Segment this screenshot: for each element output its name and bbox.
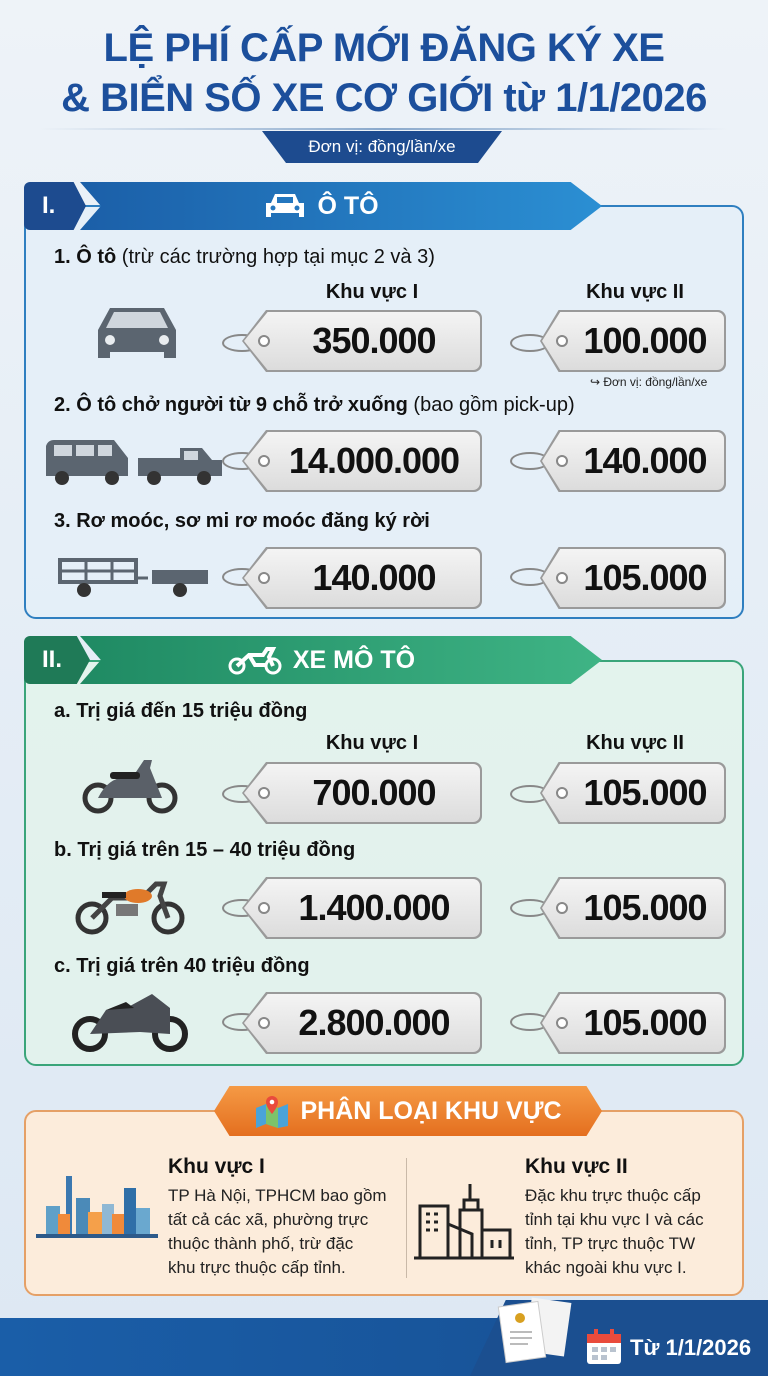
- region-2-label: Khu vực II: [586, 281, 684, 303]
- region-2-label-moto: Khu vực II: [586, 732, 684, 754]
- section-moto-header: XE MÔ TÔ: [80, 636, 602, 684]
- section-car-title: Ô TÔ: [317, 191, 379, 220]
- price-tag-moto-b-r2: 105.000: [540, 877, 726, 939]
- map-pin-icon: [256, 1096, 289, 1128]
- section-moto-title: XE MÔ TÔ: [292, 645, 416, 674]
- documents-icon: [497, 1297, 572, 1364]
- region-classification-panel: [24, 1110, 744, 1296]
- car-item-3-title: 3. Rơ moóc, sơ mi rơ moóc đăng ký rời: [54, 510, 430, 532]
- region-2-heading: Khu vực II: [525, 1155, 628, 1178]
- region-classification-header: PHÂN LOẠI KHU VỰC: [214, 1086, 602, 1136]
- price-tag-trailer-r2: 105.000: [540, 547, 726, 609]
- calendar-icon: [587, 1329, 621, 1364]
- column-divider: [406, 1158, 407, 1278]
- price-tag-trailer-r1: 140.000: [242, 547, 482, 609]
- price-tag-car-r1: 350.000: [242, 310, 482, 372]
- price-tag-van-r2: 140.000: [540, 430, 726, 492]
- car-icon: [266, 194, 305, 217]
- moto-item-a-title: a. Trị giá đến 15 triệu đồng: [54, 700, 308, 722]
- scooter-icon: [82, 760, 178, 814]
- moto-item-c-title: c. Trị giá trên 40 triệu đồng: [54, 955, 310, 977]
- region-2-description: Đặc khu trực thuộc cấp tỉnh tại khu vực I…: [525, 1186, 704, 1277]
- region-1-description: TP Hà Nội, TPHCM bao gồm tất cả các xã, p…: [168, 1186, 387, 1277]
- car-item-1-title: 1. Ô tô (trừ các trường hợp tại mục 2 và…: [54, 246, 435, 268]
- section-moto-number: II.: [24, 636, 90, 684]
- region-1-label: Khu vực I: [325, 281, 419, 303]
- region-classification-title: PHÂN LOẠI KHU VỰC: [300, 1096, 562, 1125]
- section-car-header: Ô TÔ: [80, 182, 602, 230]
- sport-motorcycle-icon: [72, 994, 188, 1052]
- price-tag-van-r1: 14.000.000: [242, 430, 482, 492]
- unit-note: ↪ Đơn vị: đồng/lần/xe: [590, 375, 708, 389]
- title-line-1: LỆ PHÍ CẤP MỚI ĐĂNG KÝ XE: [103, 26, 665, 70]
- price-tag-moto-c-r2: 105.000: [540, 992, 726, 1054]
- city-skyline-icon: [36, 1176, 158, 1238]
- unit-banner: Đơn vị: đồng/lần/xe: [262, 131, 502, 163]
- price-tag-moto-c-r1: 2.800.000: [242, 992, 482, 1054]
- price-tag-moto-a-r1: 700.000: [242, 762, 482, 824]
- trailer-icon: [58, 558, 208, 597]
- price-tag-moto-a-r2: 105.000: [540, 762, 726, 824]
- classic-motorcycle-icon: [75, 881, 185, 935]
- price-tag-moto-b-r1: 1.400.000: [242, 877, 482, 939]
- office-buildings-icon: [414, 1184, 514, 1260]
- section-car-number: I.: [24, 182, 86, 230]
- region-1-label-moto: Khu vực I: [325, 732, 419, 754]
- region-1-heading: Khu vực I: [168, 1155, 265, 1178]
- effective-date: Từ 1/1/2026: [630, 1335, 752, 1360]
- title-line-2: & BIỂN SỐ XE CƠ GIỚI từ 1/1/2026: [61, 76, 707, 120]
- price-tag-car-r2: 100.000: [540, 310, 726, 372]
- moto-item-b-title: b. Trị giá trên 15 – 40 triệu đồng: [54, 839, 356, 861]
- motorcycle-icon: [228, 647, 282, 675]
- sedan-icon: [98, 308, 176, 358]
- van-pickup-icon: [46, 440, 222, 485]
- car-item-2-title: 2. Ô tô chở người từ 9 chỗ trở xuống (ba…: [54, 394, 575, 416]
